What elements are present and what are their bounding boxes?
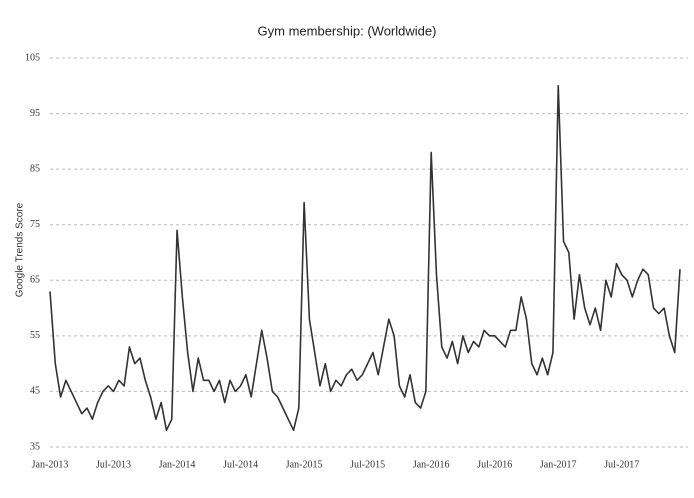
x-tick-label: Jan-2015 [286,459,323,470]
x-tick-label: Jul-2017 [604,459,639,470]
y-tick-label: 55 [30,330,40,341]
y-axis-label: Google Trends Score [15,202,26,297]
y-tick-label: 95 [30,108,40,119]
x-tick-label: Jan-2013 [32,459,69,470]
y-tick-label: 105 [25,52,40,63]
x-tick-label: Jul-2014 [223,459,258,470]
x-tick-label: Jan-2016 [413,459,450,470]
y-tick-label: 45 [30,386,40,397]
x-tick-label: Jan-2017 [540,459,577,470]
y-tick-label: 35 [30,441,40,452]
x-tick-label: Jan-2014 [159,459,196,470]
y-tick-label: 65 [30,275,40,286]
x-tick-label: Jul-2013 [96,459,131,470]
x-tick-label: Jul-2015 [350,459,385,470]
data-line [49,84,681,432]
y-tick-label: 85 [30,163,40,174]
y-tick-label: 75 [30,219,40,230]
chart-title: Gym membership: (Worldwide) [258,23,437,38]
x-tick-label: Jul-2016 [477,459,512,470]
